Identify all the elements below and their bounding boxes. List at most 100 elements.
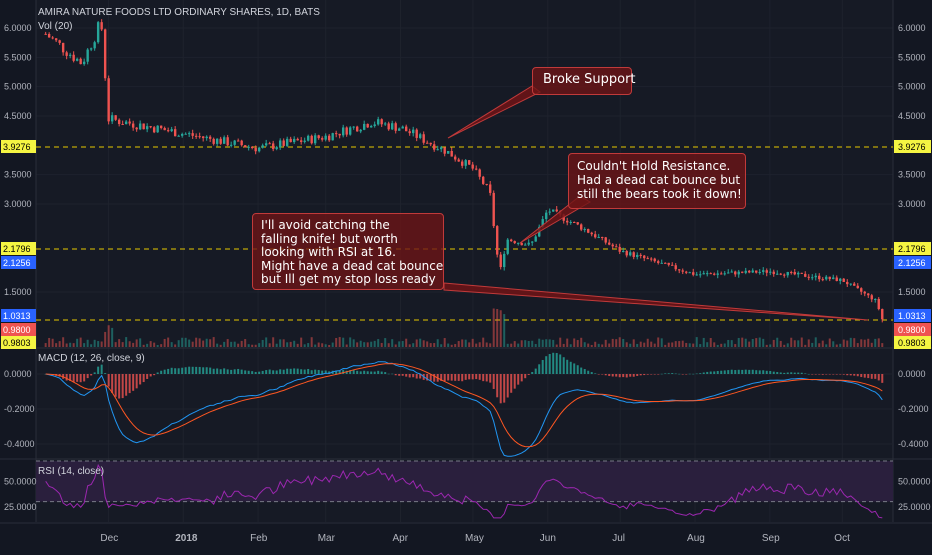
- candle-body-126: [485, 183, 488, 185]
- macd-hist-178: [667, 373, 670, 374]
- macd-hist-143: [545, 356, 548, 374]
- price-tag-left-stop_level: [1, 309, 36, 322]
- volume-bar-199: [741, 337, 744, 347]
- volume-bar-53: [230, 341, 233, 347]
- candle-body-9: [75, 58, 79, 61]
- candle-body-46: [205, 136, 208, 139]
- macd-hist-150: [569, 361, 572, 374]
- time-label-5: May: [465, 533, 484, 544]
- candle-body-1: [47, 33, 51, 38]
- macd-hist-95: [377, 370, 380, 374]
- volume-bar-169: [636, 343, 639, 347]
- macd-hist-139: [531, 371, 534, 374]
- volume-bar-124: [478, 342, 481, 347]
- volume-bar-20: [114, 342, 117, 347]
- macd-hist-66: [275, 370, 278, 374]
- macd-hist-171: [643, 374, 646, 376]
- macd-hist-201: [748, 369, 751, 374]
- macd-hist-111: [433, 374, 436, 382]
- volume-bar-122: [471, 338, 474, 347]
- volume-bar-15: [97, 341, 100, 347]
- candle-body-54: [233, 140, 236, 145]
- volume-bar-173: [650, 341, 653, 347]
- macd-hist-17: [104, 373, 107, 374]
- candle-body-183: [685, 271, 688, 273]
- price-tick-left-1: 5.5000: [4, 52, 32, 62]
- macd-hist-71: [293, 368, 296, 374]
- volume-bar-204: [758, 337, 761, 347]
- candle-body-151: [573, 221, 576, 223]
- volume-bar-99: [391, 339, 394, 347]
- candle-body-210: [779, 273, 782, 275]
- macd-hist-223: [825, 374, 828, 375]
- macd-hist-127: [489, 374, 492, 383]
- volume-bar-58: [247, 344, 250, 347]
- macd-hist-23: [125, 374, 128, 396]
- broke-support-callout[interactable]: Broke Support: [532, 67, 636, 95]
- candle-body-189: [706, 273, 709, 275]
- knife-callout[interactable]: I'll avoid catching the falling knife! b…: [252, 213, 444, 290]
- candle-body-127: [489, 184, 492, 193]
- candle-body-206: [765, 270, 768, 273]
- macd-hist-88: [352, 369, 355, 374]
- volume-bar-171: [643, 342, 646, 347]
- macd-hist-100: [394, 374, 397, 376]
- candle-body-167: [629, 252, 632, 256]
- candle-body-178: [667, 262, 670, 265]
- macd-hist-234: [863, 374, 866, 378]
- macd-hist-179: [671, 373, 674, 374]
- volume-bar-126: [485, 342, 488, 347]
- resistance-callout[interactable]: Couldn't Hold Resistance. Had a dead cat…: [568, 153, 746, 209]
- time-label-2: Feb: [250, 533, 268, 544]
- time-label-4: Apr: [393, 533, 409, 544]
- candle-body-140: [534, 236, 537, 242]
- candle-body-117: [454, 156, 457, 160]
- price-tag-left-support: [1, 242, 36, 255]
- macd-hist-170: [639, 374, 642, 376]
- macd-hist-51: [223, 368, 226, 374]
- volume-bar-74: [303, 344, 306, 347]
- macd-hist-137: [524, 374, 527, 379]
- candle-body-94: [373, 124, 376, 126]
- macd-hist-52: [226, 369, 229, 374]
- candle-body-115: [447, 150, 450, 154]
- volume-bar-159: [601, 344, 604, 347]
- macd-hist-75: [307, 368, 310, 374]
- macd-hist-186: [695, 373, 698, 375]
- candle-body-116: [450, 150, 453, 157]
- macd-hist-125: [482, 374, 485, 382]
- macd-tick-right-0: 0.0000: [898, 369, 926, 379]
- candle-body-133: [510, 239, 513, 242]
- candle-body-74: [303, 140, 306, 142]
- volume-bar-192: [716, 344, 719, 347]
- macd-hist-14: [93, 372, 96, 374]
- macd-hist-207: [769, 370, 772, 374]
- macd-hist-115: [447, 374, 450, 381]
- macd-hist-160: [604, 374, 607, 376]
- volume-bar-48: [212, 337, 215, 347]
- candle-body-18: [107, 78, 110, 122]
- candle-body-184: [688, 272, 691, 274]
- macd-hist-172: [646, 374, 649, 375]
- volume-bar-70: [289, 341, 292, 347]
- candle-body-159: [601, 236, 604, 238]
- volume-bar-201: [748, 341, 751, 347]
- volume-bar-187: [699, 344, 702, 347]
- volume-bar-229: [846, 340, 849, 347]
- candle-body-41: [187, 133, 191, 135]
- macd-hist-58: [247, 370, 250, 374]
- volume-bar-71: [293, 340, 296, 347]
- candle-body-36: [170, 129, 173, 132]
- volume-bar-14: [93, 339, 96, 347]
- candle-body-19: [110, 115, 114, 122]
- price-tag-left-volume_value: [1, 336, 36, 349]
- volume-bar-12: [86, 339, 89, 347]
- volume-bar-16: [100, 341, 103, 347]
- volume-bar-21: [118, 339, 121, 347]
- candle-body-176: [660, 262, 663, 264]
- volume-bar-81: [328, 344, 331, 347]
- volume-bar-38: [177, 340, 180, 347]
- volume-bar-193: [720, 343, 723, 347]
